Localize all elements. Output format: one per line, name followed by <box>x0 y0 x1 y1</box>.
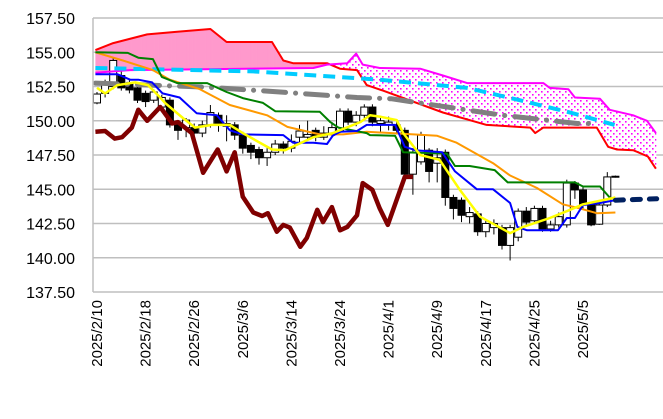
candlesticks <box>93 57 620 261</box>
indicator-lines <box>93 28 660 250</box>
candle-up <box>376 120 385 124</box>
candle-up <box>465 212 474 218</box>
candle-down <box>449 196 458 209</box>
candle-down <box>238 134 247 149</box>
y-tick-label: 142.50 <box>26 217 75 234</box>
y-tick-label: 145.00 <box>26 182 75 199</box>
kijun-sen-line <box>95 51 611 199</box>
x-tick-label: 2025/2/26 <box>186 300 203 367</box>
candle-down <box>133 87 142 101</box>
y-tick-label: 137.50 <box>26 285 75 302</box>
x-tick-label: 2025/5/5 <box>575 300 592 358</box>
candle-up <box>546 224 555 230</box>
candle-up <box>611 175 620 178</box>
x-tick-label: 2025/4/1 <box>381 300 398 358</box>
candle-up <box>554 216 563 226</box>
candle-up <box>595 204 604 225</box>
x-tick-label: 2025/4/9 <box>429 300 446 358</box>
x-tick-label: 2025/2/18 <box>138 300 155 367</box>
candle-up <box>417 134 425 163</box>
candle-down <box>522 210 531 223</box>
y-tick-label: 150.00 <box>26 114 75 131</box>
candle-down <box>425 149 434 172</box>
candle-up <box>530 207 539 222</box>
yellow-line <box>96 81 616 235</box>
candle-up <box>481 223 490 233</box>
candle-up <box>295 130 304 138</box>
candle-up <box>352 114 361 123</box>
x-tick-label: 2025/4/17 <box>478 300 495 367</box>
candle-up <box>360 106 369 116</box>
senkou-span-b-line <box>95 52 657 134</box>
cyan-dashed-line <box>95 66 616 127</box>
cloud-fill-bearish <box>655 131 657 169</box>
y-tick-label: 157.50 <box>26 11 75 28</box>
x-tick-label: 2025/3/14 <box>283 300 300 367</box>
tenkan-sen-line <box>95 73 616 232</box>
y-axis-ticks: 157.50 155.00 152.50 150.00 147.50 145.00 142.… <box>26 11 75 302</box>
x-tick-label: 2025/4/25 <box>526 300 543 367</box>
candle-down <box>279 143 288 149</box>
x-tick-label: 2025/3/24 <box>332 300 349 367</box>
candle-up <box>303 133 312 138</box>
ichimoku-cloud <box>95 28 657 169</box>
candle-up <box>514 210 523 238</box>
x-tick-label: 2025/3/6 <box>235 300 252 358</box>
candle-down <box>255 149 263 159</box>
x-tick-label: 2025/2/10 <box>89 300 106 367</box>
candle-up <box>408 151 417 175</box>
senkou-span-a-line <box>95 28 657 170</box>
x-axis-ticks: 2025/2/10 2025/2/18 2025/2/26 2025/3/6 2025/… <box>89 300 592 367</box>
candle-down <box>141 92 150 103</box>
navy-dashed-projection <box>612 196 660 203</box>
y-tick-label: 155.00 <box>26 45 75 62</box>
candle-down <box>214 114 223 124</box>
candle-up <box>198 124 207 134</box>
candle-down <box>246 144 255 153</box>
candle-up <box>506 227 515 246</box>
y-tick-label: 152.50 <box>26 80 75 97</box>
y-tick-label: 140.00 <box>26 251 75 268</box>
y-tick-label: 147.50 <box>26 148 75 165</box>
candle-up <box>263 151 272 159</box>
candle-down <box>587 204 596 226</box>
candle-up <box>93 93 101 104</box>
chikou-span-line <box>95 104 413 250</box>
candle-down <box>457 199 466 216</box>
candle-down <box>344 110 353 123</box>
